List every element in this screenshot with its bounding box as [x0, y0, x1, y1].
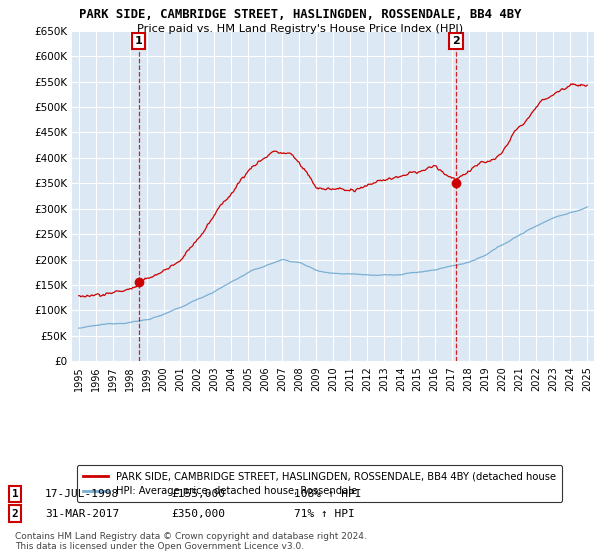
- Text: £350,000: £350,000: [171, 508, 225, 519]
- Legend: PARK SIDE, CAMBRIDGE STREET, HASLINGDEN, ROSSENDALE, BB4 4BY (detached house, HP: PARK SIDE, CAMBRIDGE STREET, HASLINGDEN,…: [77, 465, 562, 502]
- Text: 1: 1: [135, 36, 143, 46]
- Text: 31-MAR-2017: 31-MAR-2017: [45, 508, 119, 519]
- Text: 1: 1: [11, 489, 19, 499]
- Text: 108% ↑ HPI: 108% ↑ HPI: [294, 489, 361, 499]
- Text: Contains HM Land Registry data © Crown copyright and database right 2024.: Contains HM Land Registry data © Crown c…: [15, 532, 367, 541]
- Text: 17-JUL-1998: 17-JUL-1998: [45, 489, 119, 499]
- Text: PARK SIDE, CAMBRIDGE STREET, HASLINGDEN, ROSSENDALE, BB4 4BY: PARK SIDE, CAMBRIDGE STREET, HASLINGDEN,…: [79, 8, 521, 21]
- Text: 71% ↑ HPI: 71% ↑ HPI: [294, 508, 355, 519]
- Text: Price paid vs. HM Land Registry's House Price Index (HPI): Price paid vs. HM Land Registry's House …: [137, 24, 463, 34]
- Text: 2: 2: [452, 36, 460, 46]
- Text: 2: 2: [11, 508, 19, 519]
- Text: £155,000: £155,000: [171, 489, 225, 499]
- Text: This data is licensed under the Open Government Licence v3.0.: This data is licensed under the Open Gov…: [15, 542, 304, 551]
